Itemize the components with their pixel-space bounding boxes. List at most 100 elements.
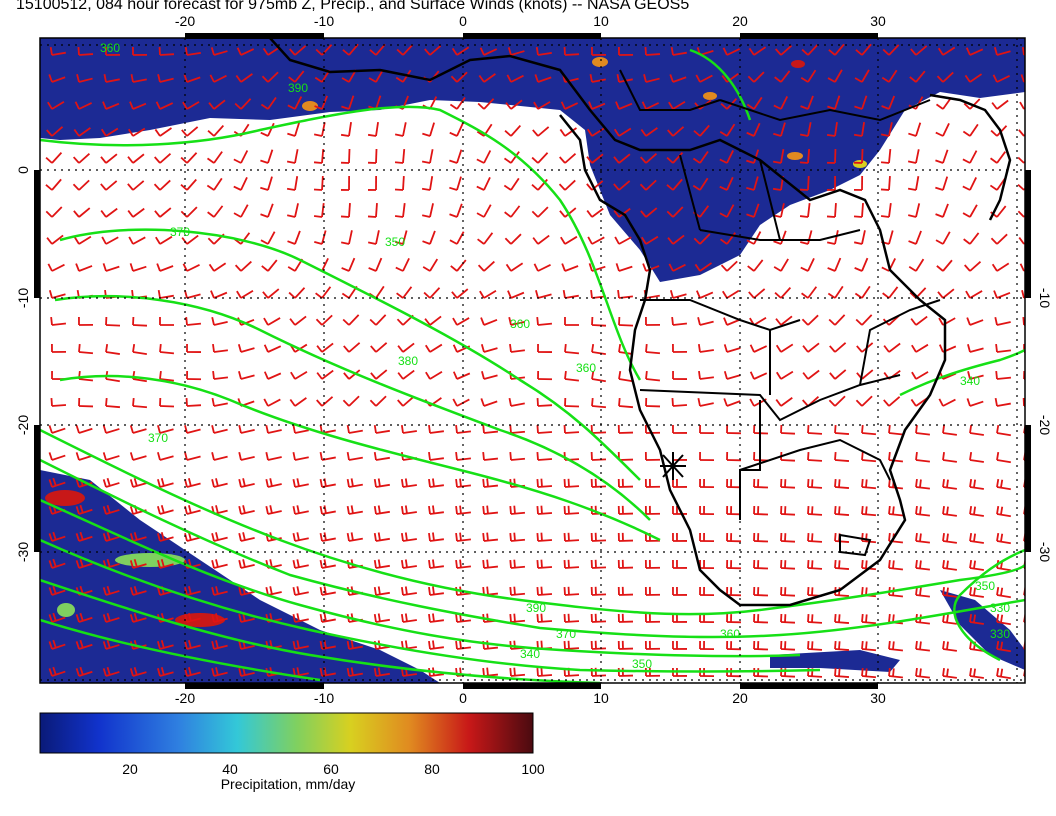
wind-barb: [807, 314, 819, 326]
wind-barb-feather: [477, 102, 485, 110]
wind-barb: [834, 459, 850, 462]
wind-barb: [483, 374, 498, 380]
wind-barb: [186, 51, 201, 56]
wind-barb: [483, 319, 498, 326]
wind-barb: [861, 122, 866, 137]
wind-barb-feather: [234, 264, 242, 272]
wind-barb: [105, 617, 120, 623]
wind-barb: [483, 204, 492, 218]
wind-barb-feather: [996, 505, 1000, 515]
wind-barb: [645, 127, 658, 137]
wind-barb-feather: [1021, 290, 1025, 299]
wind-barb-feather: [292, 559, 296, 569]
wind-barb-feather: [421, 187, 431, 191]
wind-barb-feather: [316, 345, 323, 353]
wind-barb-feather: [182, 101, 188, 110]
wind-barb-feather: [911, 344, 917, 353]
wind-barb: [159, 378, 175, 382]
wind-barb: [159, 265, 174, 272]
wind-barb: [834, 122, 838, 137]
wind-barb-feather: [373, 505, 377, 515]
wind-barb: [267, 122, 275, 137]
wind-barb: [321, 314, 333, 326]
wind-barb: [321, 564, 336, 569]
wind-barb-feather: [1000, 614, 1004, 623]
wind-barb-feather: [242, 559, 246, 568]
wind-barb: [159, 455, 174, 461]
wind-barb-feather: [449, 159, 458, 164]
wind-barb: [807, 95, 814, 110]
wind-barb-feather: [373, 451, 377, 461]
wind-barb-feather: [937, 47, 944, 56]
wind-barb: [888, 675, 904, 679]
wind-barb: [753, 540, 769, 543]
wind-barb-feather: [936, 265, 944, 272]
wind-barb-feather: [540, 505, 543, 514]
wind-barb-feather: [180, 210, 188, 218]
wind-barb-feather: [394, 133, 404, 137]
wind-barb-feather: [811, 560, 814, 569]
wind-barb-feather: [807, 505, 810, 515]
wind-barb-feather: [260, 186, 269, 191]
wind-barb: [159, 351, 175, 355]
wind-barb: [267, 71, 279, 83]
wind-barb: [753, 317, 767, 326]
wind-barb-feather: [827, 77, 836, 83]
wind-barb: [213, 482, 228, 488]
wind-barb: [240, 176, 248, 191]
wind-barb: [375, 148, 378, 164]
wind-barb-feather: [1020, 74, 1025, 83]
wind-barb: [915, 594, 931, 598]
wind-barb: [159, 536, 174, 542]
wind-barb-feather: [919, 506, 922, 515]
wind-barb: [213, 563, 228, 569]
wind-barb-feather: [888, 451, 891, 461]
wind-barb-feather: [75, 641, 80, 650]
wind-barb: [105, 536, 120, 542]
wind-barb-feather: [129, 479, 134, 488]
wind-barb: [186, 322, 202, 326]
wind-barb: [753, 486, 769, 489]
wind-barb-feather: [316, 372, 323, 380]
wind-barb: [969, 232, 980, 245]
tick-label: -30: [15, 542, 31, 562]
wind-barb-feather: [908, 214, 917, 218]
wind-barb: [1023, 53, 1025, 56]
wind-barb-feather: [892, 560, 895, 569]
wind-barb: [105, 455, 120, 461]
wind-barb-feather: [855, 399, 863, 407]
wind-barb-feather: [75, 452, 80, 461]
wind-barb: [78, 562, 93, 569]
wind-barb: [1023, 648, 1025, 651]
contour-label: 360: [576, 361, 596, 375]
wind-barb-feather: [396, 318, 404, 326]
wind-barb: [159, 102, 174, 110]
wind-barb: [456, 176, 462, 191]
wind-barb: [969, 675, 984, 679]
wind-barb: [996, 594, 1011, 599]
wind-barb: [51, 293, 66, 299]
wind-barb: [240, 73, 253, 83]
wind-barb: [267, 203, 274, 218]
wind-barb-feather: [79, 504, 84, 514]
wind-barb: [375, 285, 385, 299]
wind-barb-feather: [160, 531, 165, 541]
wind-barb-feather: [432, 586, 435, 595]
wind-barb-feather: [341, 267, 350, 272]
wind-barb: [1023, 567, 1025, 570]
wind-barb: [510, 99, 523, 110]
wind-barb-feather: [48, 452, 53, 461]
wind-barb: [942, 231, 951, 245]
wind-barb-feather: [432, 559, 435, 568]
wind-barb-feather: [799, 161, 809, 164]
wind-barb-feather: [861, 559, 864, 569]
wind-barb: [429, 457, 444, 461]
wind-barb-feather: [963, 238, 971, 245]
contour-label: 370: [148, 431, 168, 445]
wind-barb: [294, 203, 299, 218]
wind-barb-feather: [323, 613, 327, 622]
wind-barb-feather: [829, 345, 836, 353]
wind-barb-feather: [269, 505, 273, 514]
wind-barb: [186, 482, 201, 488]
wind-barb-feather: [313, 215, 323, 218]
